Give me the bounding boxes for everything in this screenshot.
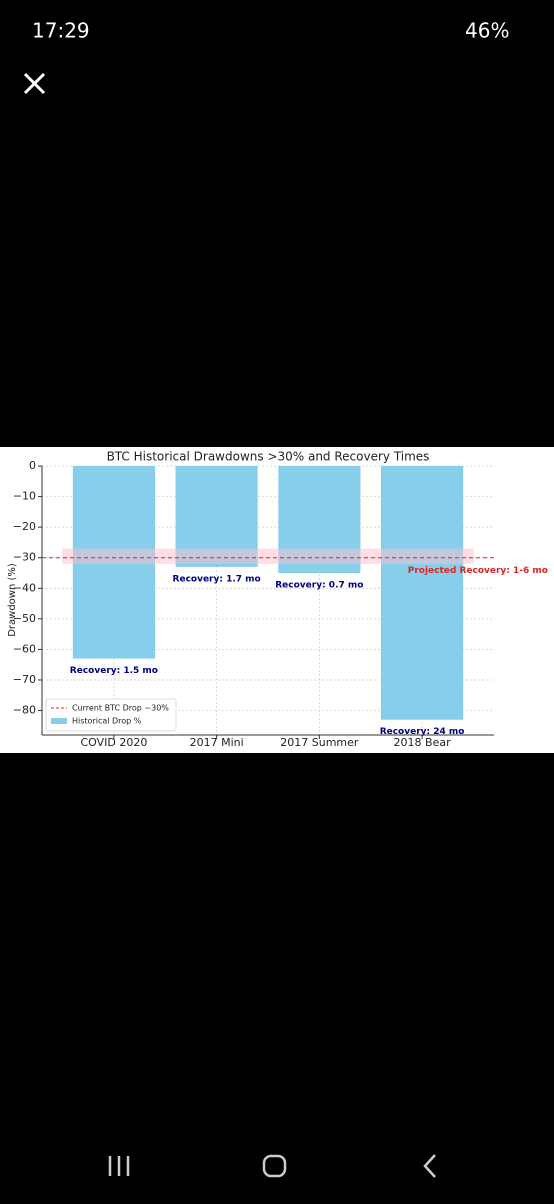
- status-battery: 46%: [465, 19, 509, 43]
- bar-annotation: Recovery: 1.7 mo: [173, 574, 261, 584]
- x-tick-label: 2017 Mini: [190, 736, 244, 749]
- x-tick-label: 2017 Summer: [280, 736, 359, 749]
- y-tick-label: −40: [13, 581, 36, 594]
- bar-annotation: Recovery: 24 mo: [380, 727, 465, 737]
- projected-label: Projected Recovery: 1-6 mo: [408, 566, 548, 576]
- nav-bar: [108, 1154, 436, 1178]
- x-tick-label: 2018 Bear: [394, 736, 452, 749]
- bar: [381, 466, 464, 720]
- legend-swatch: [51, 718, 67, 724]
- status-time: 17:29: [32, 19, 90, 43]
- y-tick-label: −10: [13, 490, 36, 503]
- legend-label: Historical Drop %: [72, 717, 142, 726]
- bar-annotation: Recovery: 1.5 mo: [70, 666, 158, 676]
- close-button[interactable]: [23, 72, 46, 95]
- home-button[interactable]: [262, 1154, 287, 1178]
- y-tick-label: −50: [13, 612, 36, 625]
- legend-box: [45, 698, 177, 732]
- chart-title: BTC Historical Drawdowns >30% and Recove…: [107, 450, 430, 464]
- bar-annotation: Recovery: 0.7 mo: [275, 580, 363, 590]
- chart: 0 −10 −20 −30 −40 −50 −60 −70 −80 Recovery: 1.5 m…: [13, 459, 548, 749]
- recents-button[interactable]: [108, 1156, 130, 1176]
- y-tick-label: −70: [13, 673, 36, 686]
- y-tick-label: −20: [13, 520, 36, 533]
- y-axis-label: Drawdown (%): [7, 563, 18, 637]
- x-tick-label: COVID 2020: [80, 736, 147, 749]
- legend: Current BTC Drop ~30% Historical Drop %: [45, 698, 177, 732]
- y-tick-label: −30: [13, 551, 36, 564]
- y-tick-label: 0: [29, 459, 36, 472]
- legend-label: Current BTC Drop ~30%: [72, 704, 169, 713]
- back-button[interactable]: [423, 1154, 436, 1178]
- y-tick-label: −60: [13, 642, 36, 655]
- projected-band: [62, 548, 474, 564]
- y-tick-label: −80: [13, 704, 36, 717]
